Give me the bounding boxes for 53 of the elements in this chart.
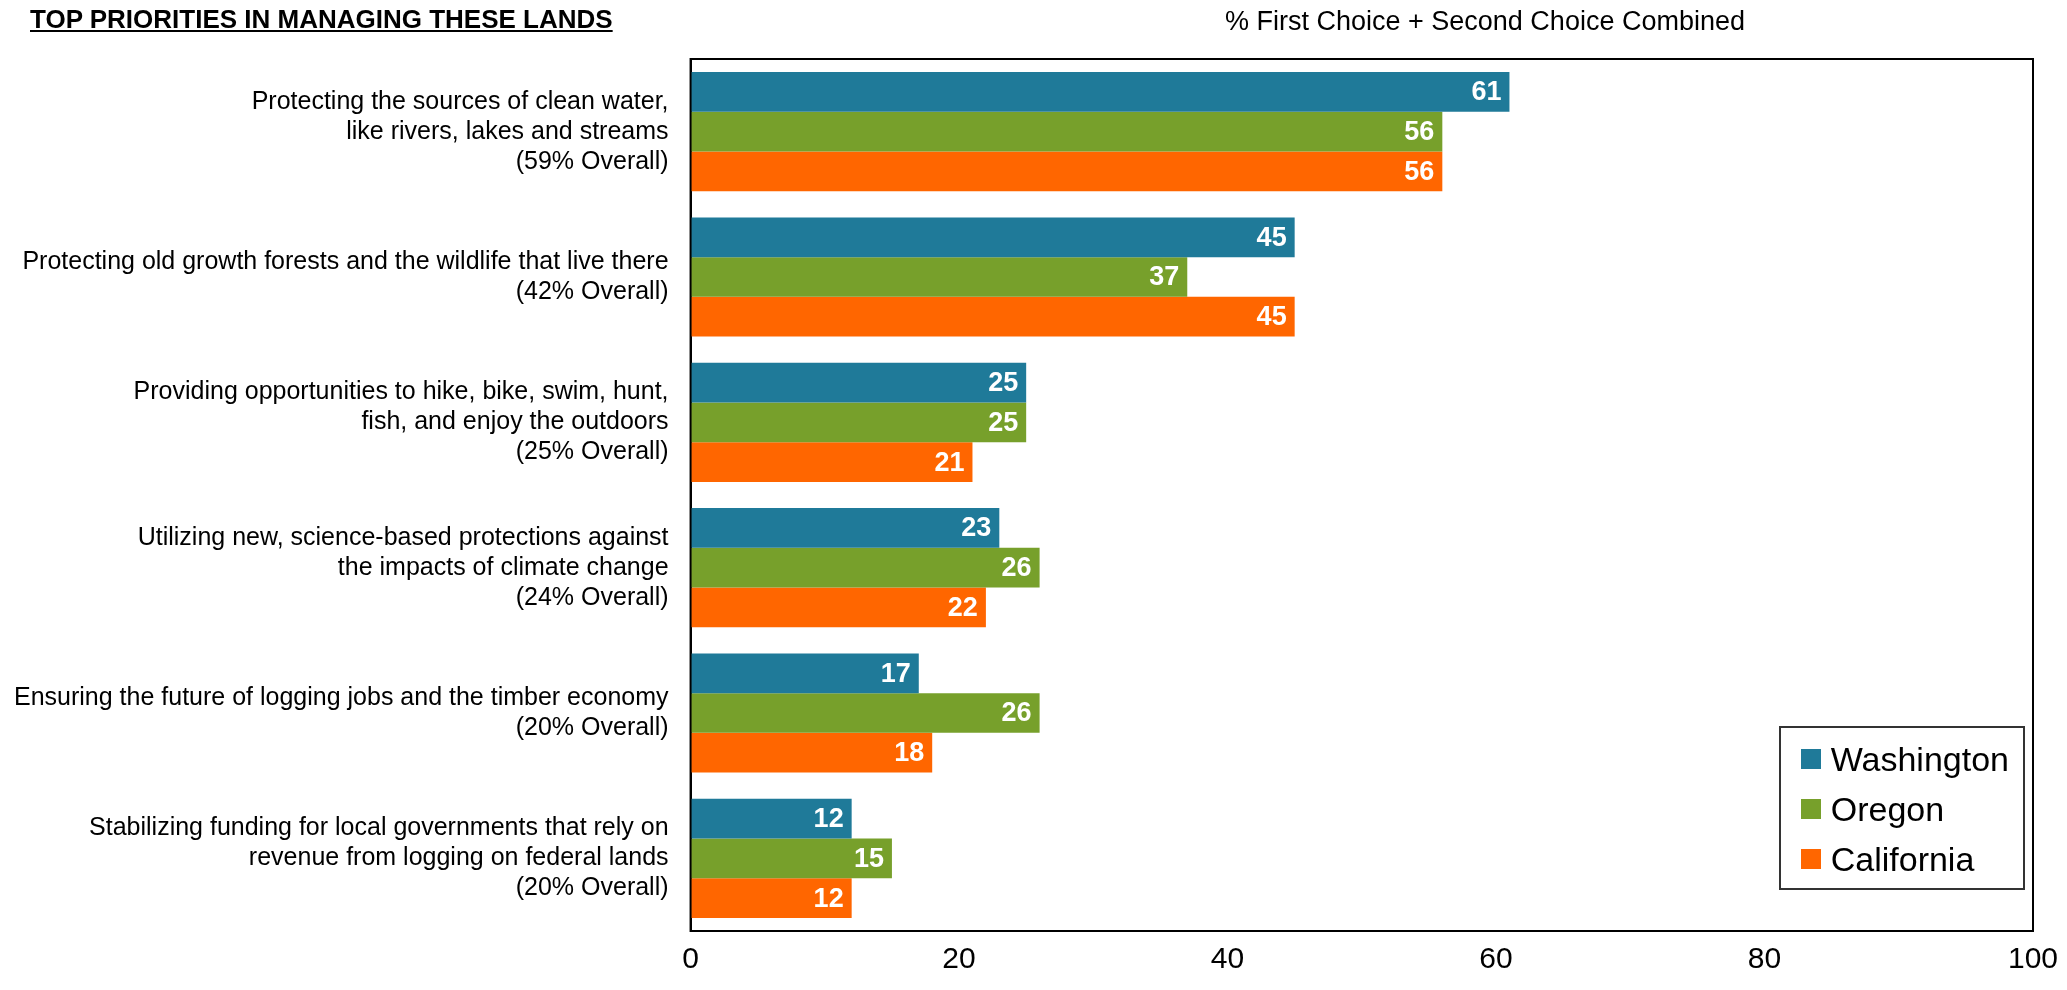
data-label: 21 [934,446,965,477]
bar [690,508,1000,548]
bar [690,878,852,918]
bar [690,693,1040,733]
y-tick-label: Providing opportunities to hike, bike, swim, hunt, fish, and enjoy the outdoors (25% Overall) [133,376,669,465]
data-label: 25 [988,367,1019,398]
bar [690,296,1295,337]
bar [690,442,973,482]
bar [690,547,1040,588]
data-label: 37 [1149,261,1180,292]
x-tick-label: 80 [1747,941,1782,975]
y-tick-label: Ensuring the future of logging jobs and the timber economy (20% Overall) [13,681,670,740]
x-tick-label: 100 [2007,941,2059,975]
legend-label: Oregon [1830,789,1945,830]
y-tick-label: Protecting the sources of clean water, like rivers, lakes and streams (59% Overall) [251,85,669,174]
bar [690,838,892,879]
bar [690,257,1188,297]
data-label: 12 [813,882,844,913]
legend-label: California [1830,839,1975,880]
x-tick-label: 0 [682,941,699,975]
x-tick-label: 20 [942,941,976,975]
text: TOP PRIORITIES IN MANAGING THESE LANDS [30,4,613,35]
data-label: 26 [1001,552,1032,583]
data-label: 18 [894,737,925,768]
bar [690,362,1027,403]
data-label: 23 [961,512,992,543]
data-label: 25 [988,406,1019,437]
bar [690,72,1510,112]
data-label: 61 [1471,76,1502,107]
data-label: 12 [813,803,844,834]
bar [690,798,852,839]
legend-label: Washington [1830,739,2009,780]
data-label: 17 [880,657,911,688]
chart-subtitle: % First Choice + Second Choice Combined [1224,6,1746,37]
bar [690,732,933,773]
y-tick-label: Stabilizing funding for local governments that rely on revenue from logging on federal lands (20% Overall) [89,812,669,901]
bar [690,653,919,694]
bar [690,587,986,628]
bar [690,151,1443,192]
data-label: 45 [1256,221,1287,252]
data-label: 56 [1404,155,1435,186]
y-tick-label: Utilizing new, science-based protections against the impacts of climate change (24% Overall) [137,521,669,610]
bar [690,111,1443,152]
bar [690,217,1295,258]
x-tick-label: 40 [1210,941,1245,975]
data-label: 45 [1256,301,1287,332]
x-tick-label: 60 [1479,941,1513,975]
data-label: 22 [947,591,978,622]
y-tick-label: Protecting old growth forests and the wildlife that live there (42% Overall) [22,245,669,304]
data-label: 15 [853,842,884,873]
data-label: 56 [1404,116,1435,147]
bar [690,402,1027,443]
data-label: 26 [1001,697,1032,728]
